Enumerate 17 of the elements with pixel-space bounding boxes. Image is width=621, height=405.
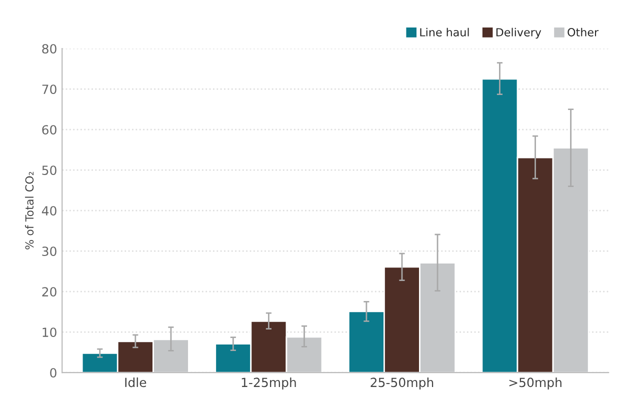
y-tick-label: 80	[42, 44, 56, 54]
y-tick-label: 0	[50, 368, 56, 378]
x-tick-label: Idle	[125, 377, 146, 388]
y-tick-label: 70	[42, 84, 56, 94]
y-tick-label: 10	[42, 328, 56, 338]
y-axis-title: % of Total CO₂	[25, 172, 34, 250]
legend-label: Other	[568, 28, 599, 36]
y-tick-label: 60	[42, 125, 56, 135]
legend-label: Line haul	[420, 28, 469, 36]
y-tick-label: 30	[42, 246, 56, 256]
x-tick-label: >50mph	[509, 377, 562, 390]
x-tick-label: 1-25mph	[242, 377, 296, 390]
legend-label: Delivery	[496, 28, 542, 39]
y-tick-label: 40	[42, 206, 56, 216]
y-tick-label: 20	[42, 287, 56, 297]
x-tick-label: 25-50mph	[370, 377, 434, 390]
y-tick-label: 50	[42, 166, 56, 176]
